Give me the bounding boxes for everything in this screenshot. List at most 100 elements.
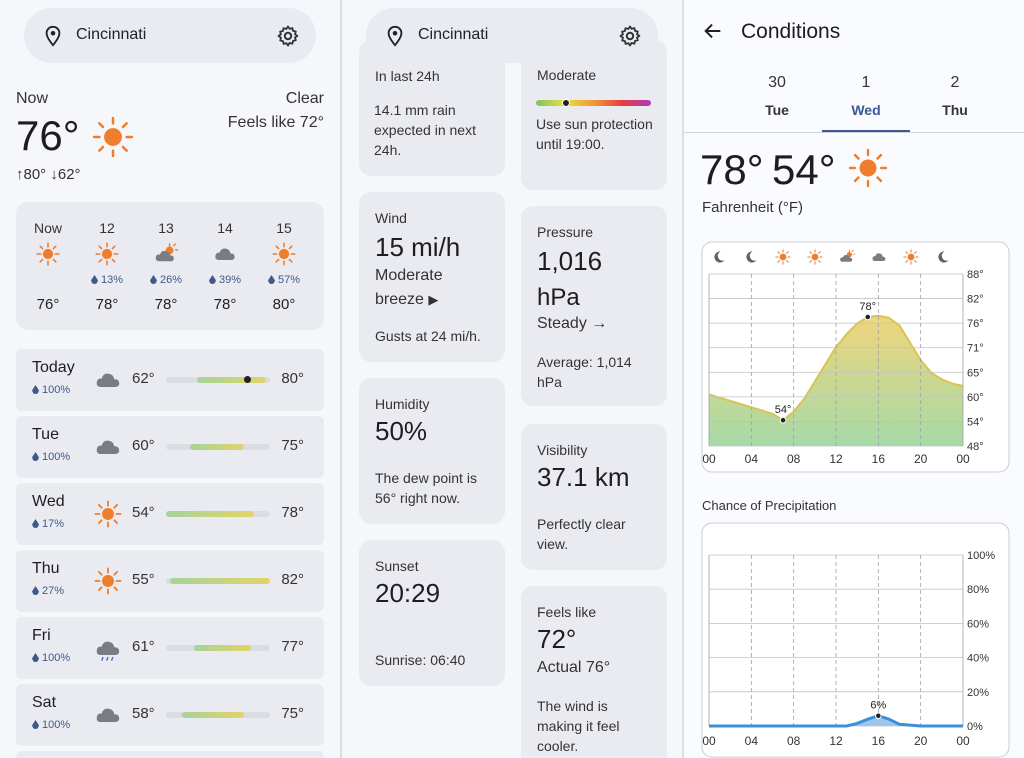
daily-row[interactable]: Sat 100% 58° 75° xyxy=(16,684,324,746)
tab-date-number: 1 xyxy=(861,74,871,91)
day-low: 54° xyxy=(132,504,155,521)
hourly-time: 15 xyxy=(276,220,292,236)
precipitation-chart[interactable]: 100%80%60%40%20%0%00 04 08 12 16 20 006% xyxy=(701,522,1010,758)
hourly-precip: 57% xyxy=(254,274,314,286)
tab-weekday: Tue xyxy=(765,102,789,118)
moon-icon xyxy=(746,251,757,263)
temperature-chart[interactable]: 88°82°76°71°65°60°54°48°00 04 08 12 16 20 0054… xyxy=(701,241,1010,473)
tab-weekday: Thu xyxy=(942,102,968,118)
tab-date[interactable]: n xyxy=(684,74,732,128)
hourly-temp: 80° xyxy=(272,296,296,313)
forecast-panel: Cincinnati Now 76° Clear Feels like 72° … xyxy=(0,0,340,758)
page-title: Conditions xyxy=(741,20,841,43)
uv-gradient-bar xyxy=(536,99,651,107)
list-item[interactable] xyxy=(16,751,324,758)
hourly-time: 12 xyxy=(99,220,115,236)
sun-icon xyxy=(95,242,119,266)
sunrise-text: Sunrise: 06:40 xyxy=(375,652,466,668)
hourly-temp: 78° xyxy=(154,296,178,313)
high-temp: ↑80° xyxy=(16,166,47,183)
tab-date[interactable]: 30 Tue xyxy=(733,74,821,118)
sun-icon xyxy=(848,148,888,188)
hourly-item: 12 13% 78° xyxy=(77,202,137,330)
day-high-temp: 78° xyxy=(700,146,764,193)
search-bar[interactable]: Cincinnati xyxy=(366,8,658,63)
hourly-precip: 13% xyxy=(77,274,137,286)
temp-range-bar xyxy=(166,712,270,718)
daily-row[interactable]: Today 100% 62° 80° xyxy=(16,349,324,411)
tab-date-number: 30 xyxy=(768,74,786,91)
current-temp: 76° xyxy=(16,112,80,159)
daily-row[interactable]: Tue 100% 60° 75° xyxy=(16,416,324,478)
drop-icon xyxy=(32,519,39,528)
drop-icon xyxy=(32,452,39,461)
details-panel: In last 24h 14.1 mm rain expected in nex… xyxy=(342,0,682,758)
tab-date-number: n xyxy=(684,100,732,118)
annotation-point xyxy=(779,416,787,424)
tab-date-number: 2 xyxy=(950,74,960,91)
wind-value: 15 mi/h xyxy=(375,232,461,262)
day-precip: 100% xyxy=(32,652,70,664)
drop-icon xyxy=(208,275,216,284)
x-tick-label: 08 xyxy=(787,452,801,466)
daily-row[interactable]: Thu 27% 55° 82° xyxy=(16,550,324,612)
wind-desc: Moderate breeze xyxy=(375,267,443,308)
day-low: 58° xyxy=(132,705,155,722)
day-low-temp: 54° xyxy=(772,146,836,193)
hourly-precip: 39% xyxy=(195,274,255,286)
day-high: 82° xyxy=(281,571,304,588)
x-tick-label: 16 xyxy=(872,734,886,748)
y-tick-label: 82° xyxy=(967,294,984,306)
x-tick-label: 00 xyxy=(956,452,970,466)
rain-cloud-icon xyxy=(96,641,120,661)
day-low: 62° xyxy=(132,370,155,387)
sun-icon xyxy=(94,567,122,595)
gear-icon[interactable] xyxy=(618,24,642,48)
precip-line xyxy=(709,714,963,728)
tab-date[interactable]: 1 Wed xyxy=(822,74,910,133)
day-low: 61° xyxy=(132,638,155,655)
annotation-point xyxy=(875,712,882,720)
y-tick-label: 76° xyxy=(967,318,984,330)
temp-range-bar xyxy=(166,511,270,517)
annotation-point xyxy=(864,313,872,321)
sun-icon xyxy=(272,242,296,266)
pressure-title: Pressure xyxy=(537,224,594,240)
day-high: 78° xyxy=(281,504,304,521)
tab-date[interactable]: 2 Thu xyxy=(911,74,999,118)
feels-like-card[interactable]: Feels like 72° Actual 76° The wind is ma… xyxy=(521,586,667,758)
tab-underline xyxy=(822,130,910,133)
uv-level: Moderate xyxy=(537,67,597,83)
back-arrow-icon[interactable] xyxy=(702,20,724,42)
hourly-time: 13 xyxy=(158,220,174,236)
day-high: 80° xyxy=(281,370,304,387)
x-tick-label: 08 xyxy=(787,734,801,748)
day-precip: 100% xyxy=(32,451,70,463)
daily-row[interactable]: Wed 17% 54° 78° xyxy=(16,483,324,545)
day-low: 55° xyxy=(132,571,155,588)
sunset-card[interactable]: Sunset 20:29 Sunrise: 06:40 xyxy=(359,540,505,686)
y-tick-label: 88° xyxy=(967,269,984,281)
gear-icon[interactable] xyxy=(276,24,300,48)
hourly-item: 13 26% 78° xyxy=(136,202,196,330)
wind-direction-icon: ▶ xyxy=(428,292,439,307)
drop-icon xyxy=(32,720,39,729)
visibility-card[interactable]: Visibility 37.1 km Perfectly clear view. xyxy=(521,424,667,570)
wind-card[interactable]: Wind 15 mi/h Moderate breeze ▶ Gusts at … xyxy=(359,192,505,362)
pressure-card[interactable]: Pressure 1,016 hPa Steady → Average: 1,0… xyxy=(521,206,667,406)
temp-range-bar xyxy=(166,376,270,383)
x-tick-label: 04 xyxy=(745,452,759,466)
y-tick-label: 54° xyxy=(967,416,984,428)
tab-weekday: Wed xyxy=(851,102,881,118)
location-pin-icon xyxy=(45,25,61,47)
search-bar[interactable]: Cincinnati xyxy=(24,8,316,63)
annotation-label: 54° xyxy=(775,404,792,416)
now-marker xyxy=(244,376,252,383)
daily-row[interactable]: Fri 100% 61° 77° xyxy=(16,617,324,679)
cloud-icon xyxy=(96,373,120,387)
hourly-forecast[interactable]: Now 76° 12 13% 78° 13 26% 78° 14 39% 78° 15 57% 80° xyxy=(16,202,324,330)
uv-marker xyxy=(561,99,570,107)
humidity-card[interactable]: Humidity 50% The dew point is 56° right … xyxy=(359,378,505,524)
now-label: Now xyxy=(16,90,49,107)
hourly-precip: 26% xyxy=(136,274,196,286)
